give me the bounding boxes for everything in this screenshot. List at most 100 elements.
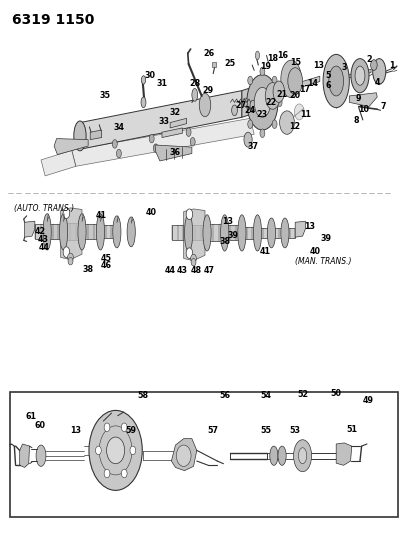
Text: 41: 41 [96, 212, 107, 220]
Ellipse shape [104, 469, 110, 478]
Text: 55: 55 [260, 426, 270, 435]
Ellipse shape [202, 215, 211, 251]
Text: 2: 2 [365, 55, 371, 64]
Text: 13: 13 [303, 222, 314, 231]
Text: 13: 13 [222, 217, 232, 225]
Ellipse shape [293, 440, 311, 472]
Ellipse shape [370, 60, 376, 70]
Polygon shape [155, 145, 191, 161]
Ellipse shape [106, 437, 124, 464]
Ellipse shape [63, 247, 70, 257]
Ellipse shape [199, 93, 210, 117]
Text: 1: 1 [388, 61, 393, 69]
Ellipse shape [276, 98, 281, 107]
Text: 8: 8 [353, 117, 359, 125]
Text: (AUTO. TRANS.): (AUTO. TRANS.) [14, 205, 74, 213]
Text: 4: 4 [373, 78, 379, 87]
Ellipse shape [294, 104, 303, 120]
Ellipse shape [130, 446, 135, 455]
Ellipse shape [259, 129, 264, 138]
Ellipse shape [153, 144, 158, 152]
Text: 60: 60 [35, 421, 45, 430]
Text: 59: 59 [125, 426, 135, 435]
Ellipse shape [259, 67, 264, 76]
Ellipse shape [104, 423, 110, 432]
Ellipse shape [95, 446, 101, 455]
Ellipse shape [116, 149, 121, 158]
Text: 49: 49 [362, 397, 373, 405]
Ellipse shape [186, 248, 192, 259]
Text: 52: 52 [296, 390, 308, 399]
Text: 39: 39 [320, 234, 330, 243]
Ellipse shape [253, 215, 261, 251]
Ellipse shape [322, 54, 348, 108]
Polygon shape [241, 227, 257, 239]
Text: 41: 41 [260, 247, 270, 256]
Polygon shape [54, 139, 88, 155]
Text: 53: 53 [288, 426, 299, 435]
Text: 18: 18 [266, 54, 278, 63]
Polygon shape [172, 225, 188, 240]
Ellipse shape [280, 60, 301, 98]
Polygon shape [90, 130, 101, 140]
Text: 13: 13 [70, 426, 81, 435]
Polygon shape [63, 223, 82, 240]
Ellipse shape [272, 76, 276, 85]
Text: 42: 42 [34, 228, 46, 236]
Polygon shape [41, 150, 76, 176]
Ellipse shape [141, 97, 146, 108]
Ellipse shape [36, 445, 46, 466]
Text: 6319 1150: 6319 1150 [12, 13, 94, 27]
Polygon shape [224, 225, 241, 240]
Ellipse shape [372, 59, 385, 84]
Text: 24: 24 [244, 106, 255, 115]
Text: 34: 34 [113, 124, 124, 132]
Text: 14: 14 [307, 79, 317, 88]
Text: 51: 51 [346, 425, 356, 433]
Polygon shape [344, 69, 370, 79]
Text: 35: 35 [99, 92, 110, 100]
Text: 28: 28 [189, 79, 200, 88]
Bar [212, 62, 216, 67]
Text: 9: 9 [355, 94, 361, 103]
Polygon shape [257, 228, 294, 238]
Ellipse shape [237, 215, 245, 251]
Polygon shape [72, 118, 254, 166]
Polygon shape [183, 209, 204, 261]
Ellipse shape [43, 214, 51, 250]
Polygon shape [171, 439, 196, 471]
Text: 38: 38 [82, 265, 94, 273]
Text: 44: 44 [164, 266, 175, 275]
Text: 40: 40 [145, 208, 156, 216]
Polygon shape [170, 118, 186, 128]
Polygon shape [335, 443, 351, 465]
Ellipse shape [354, 66, 364, 85]
Text: 37: 37 [247, 142, 258, 151]
Text: 43: 43 [38, 236, 48, 244]
Text: 23: 23 [256, 110, 267, 119]
Text: 16: 16 [277, 52, 288, 60]
Text: 40: 40 [309, 247, 319, 256]
Text: 7: 7 [380, 102, 385, 111]
Text: 20: 20 [289, 92, 300, 100]
Ellipse shape [254, 87, 270, 117]
Ellipse shape [255, 51, 259, 60]
Polygon shape [80, 91, 241, 149]
Text: 17: 17 [298, 85, 309, 93]
Text: 38: 38 [218, 237, 230, 246]
Ellipse shape [220, 215, 228, 251]
Text: (MAN. TRANS.): (MAN. TRANS.) [294, 257, 351, 265]
Text: 61: 61 [25, 413, 36, 421]
Ellipse shape [243, 132, 252, 147]
Text: 25: 25 [223, 60, 235, 68]
Polygon shape [61, 208, 82, 260]
Text: 6: 6 [324, 81, 330, 90]
Ellipse shape [121, 469, 127, 478]
Polygon shape [348, 93, 376, 107]
Text: 33: 33 [158, 117, 169, 126]
Text: 30: 30 [144, 71, 155, 80]
Ellipse shape [176, 445, 191, 466]
Text: 32: 32 [169, 109, 181, 117]
Text: 5: 5 [324, 71, 330, 80]
Text: 22: 22 [264, 98, 276, 107]
